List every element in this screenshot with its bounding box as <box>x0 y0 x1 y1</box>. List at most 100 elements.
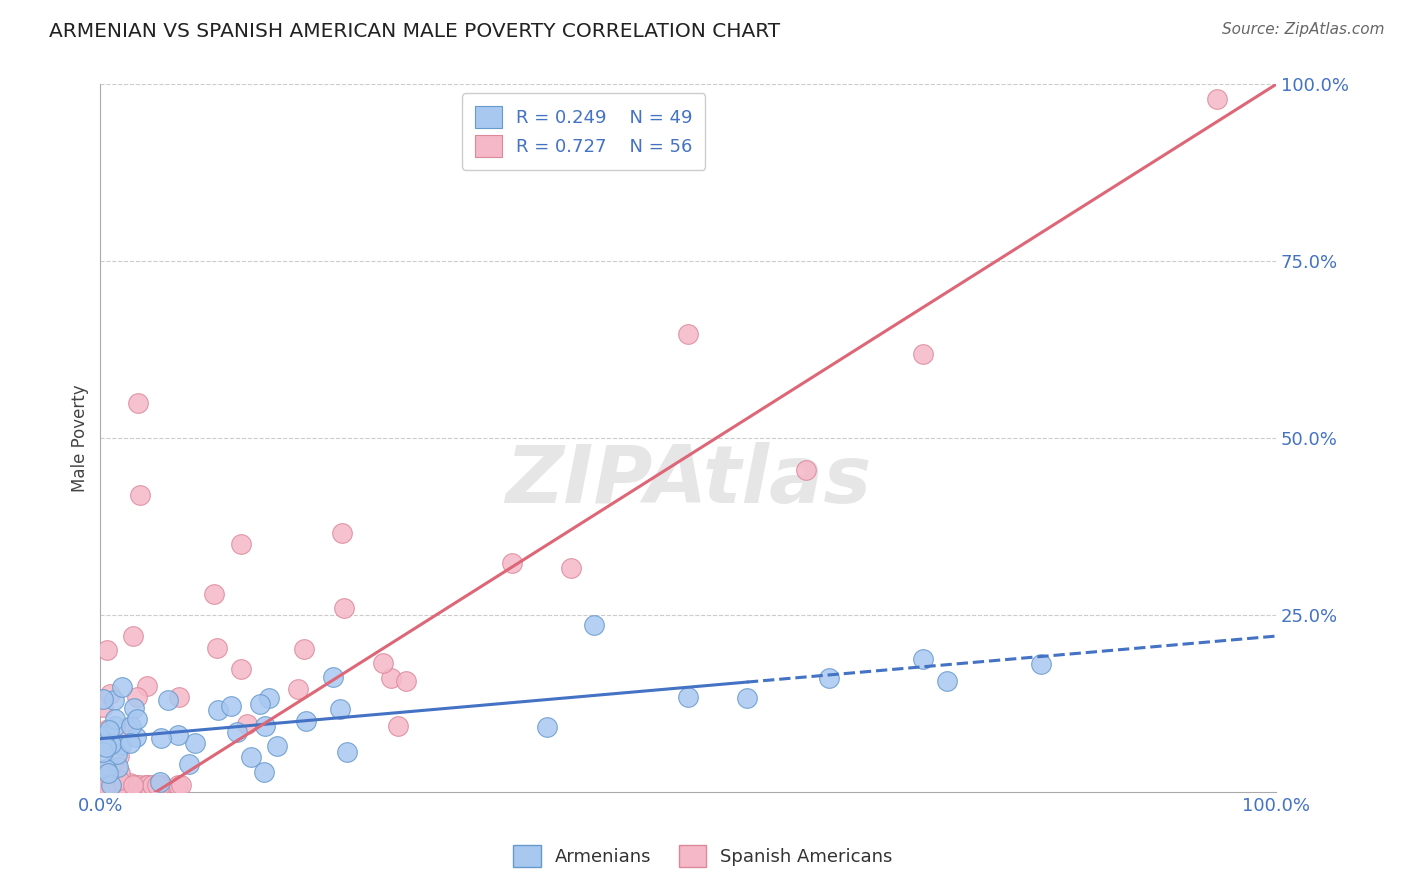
Point <box>207 703 229 717</box>
Point <box>118 736 141 750</box>
Point <box>134 778 156 792</box>
Point <box>166 728 188 742</box>
Point <box>108 765 131 780</box>
Point <box>136 778 159 792</box>
Point <box>148 778 170 792</box>
Point <box>94 778 117 792</box>
Point <box>266 739 288 754</box>
Point <box>115 721 138 735</box>
Point <box>127 395 149 409</box>
Point <box>818 671 841 685</box>
Point <box>179 756 201 771</box>
Point <box>387 719 409 733</box>
Point <box>122 701 145 715</box>
Point <box>205 640 228 655</box>
Point <box>1206 92 1229 106</box>
Point <box>94 778 117 792</box>
Point <box>332 526 354 541</box>
Point <box>231 537 253 551</box>
Point <box>501 556 523 570</box>
Point <box>98 761 121 775</box>
Point <box>93 778 115 792</box>
Point <box>912 652 935 666</box>
Point <box>150 778 173 792</box>
Point <box>536 720 558 734</box>
Point <box>91 729 114 743</box>
Point <box>231 662 253 676</box>
Point <box>108 772 131 787</box>
Point <box>219 699 242 714</box>
Point <box>125 731 148 745</box>
Point <box>122 778 145 792</box>
Point <box>96 766 118 780</box>
Point <box>329 701 352 715</box>
Point <box>184 736 207 750</box>
Point <box>96 643 118 657</box>
Point <box>202 587 225 601</box>
Point <box>94 778 117 792</box>
Point <box>170 778 193 792</box>
Point <box>336 745 359 759</box>
Point <box>94 778 117 792</box>
Text: ZIPAtlas: ZIPAtlas <box>505 442 872 519</box>
Point <box>149 774 172 789</box>
Point <box>322 670 344 684</box>
Point <box>104 718 127 732</box>
Point <box>676 326 699 341</box>
Point <box>292 641 315 656</box>
Point <box>395 673 418 688</box>
Point <box>257 690 280 705</box>
Point <box>125 712 148 726</box>
Point <box>295 714 318 729</box>
Point <box>122 629 145 643</box>
Legend: R = 0.249    N = 49, R = 0.727    N = 56: R = 0.249 N = 49, R = 0.727 N = 56 <box>463 94 706 170</box>
Point <box>107 760 129 774</box>
Point <box>120 776 142 790</box>
Point <box>560 561 582 575</box>
Point <box>935 674 957 689</box>
Point <box>236 717 259 731</box>
Text: Source: ZipAtlas.com: Source: ZipAtlas.com <box>1222 22 1385 37</box>
Point <box>1029 657 1052 671</box>
Point <box>287 681 309 696</box>
Point <box>225 725 247 739</box>
Point <box>98 731 121 745</box>
Point <box>94 762 117 776</box>
Point <box>100 737 122 751</box>
Point <box>91 692 114 706</box>
Point <box>98 687 121 701</box>
Point <box>110 778 132 792</box>
Point <box>100 778 122 792</box>
Point <box>167 690 190 704</box>
Point <box>97 723 120 738</box>
Point <box>145 778 167 792</box>
Point <box>111 680 134 694</box>
Point <box>583 617 606 632</box>
Point <box>676 690 699 705</box>
Point <box>108 778 131 792</box>
Point <box>912 347 935 361</box>
Point <box>794 463 817 477</box>
Point <box>125 690 148 704</box>
Point <box>91 745 114 759</box>
Point <box>107 747 129 761</box>
Point <box>167 778 190 792</box>
Point <box>128 778 150 792</box>
Point <box>253 719 276 733</box>
Legend: Armenians, Spanish Americans: Armenians, Spanish Americans <box>506 838 900 874</box>
Text: ARMENIAN VS SPANISH AMERICAN MALE POVERTY CORRELATION CHART: ARMENIAN VS SPANISH AMERICAN MALE POVERT… <box>49 22 780 41</box>
Point <box>120 719 142 733</box>
Point <box>108 748 131 763</box>
Point <box>333 600 356 615</box>
Point <box>240 750 263 764</box>
Point <box>249 697 271 711</box>
Point <box>112 778 135 792</box>
Point <box>91 699 114 714</box>
Point <box>125 778 148 792</box>
Point <box>149 731 172 745</box>
Point <box>136 778 159 792</box>
Point <box>104 712 127 726</box>
Point <box>156 693 179 707</box>
Point <box>380 671 402 685</box>
Point <box>110 738 132 752</box>
